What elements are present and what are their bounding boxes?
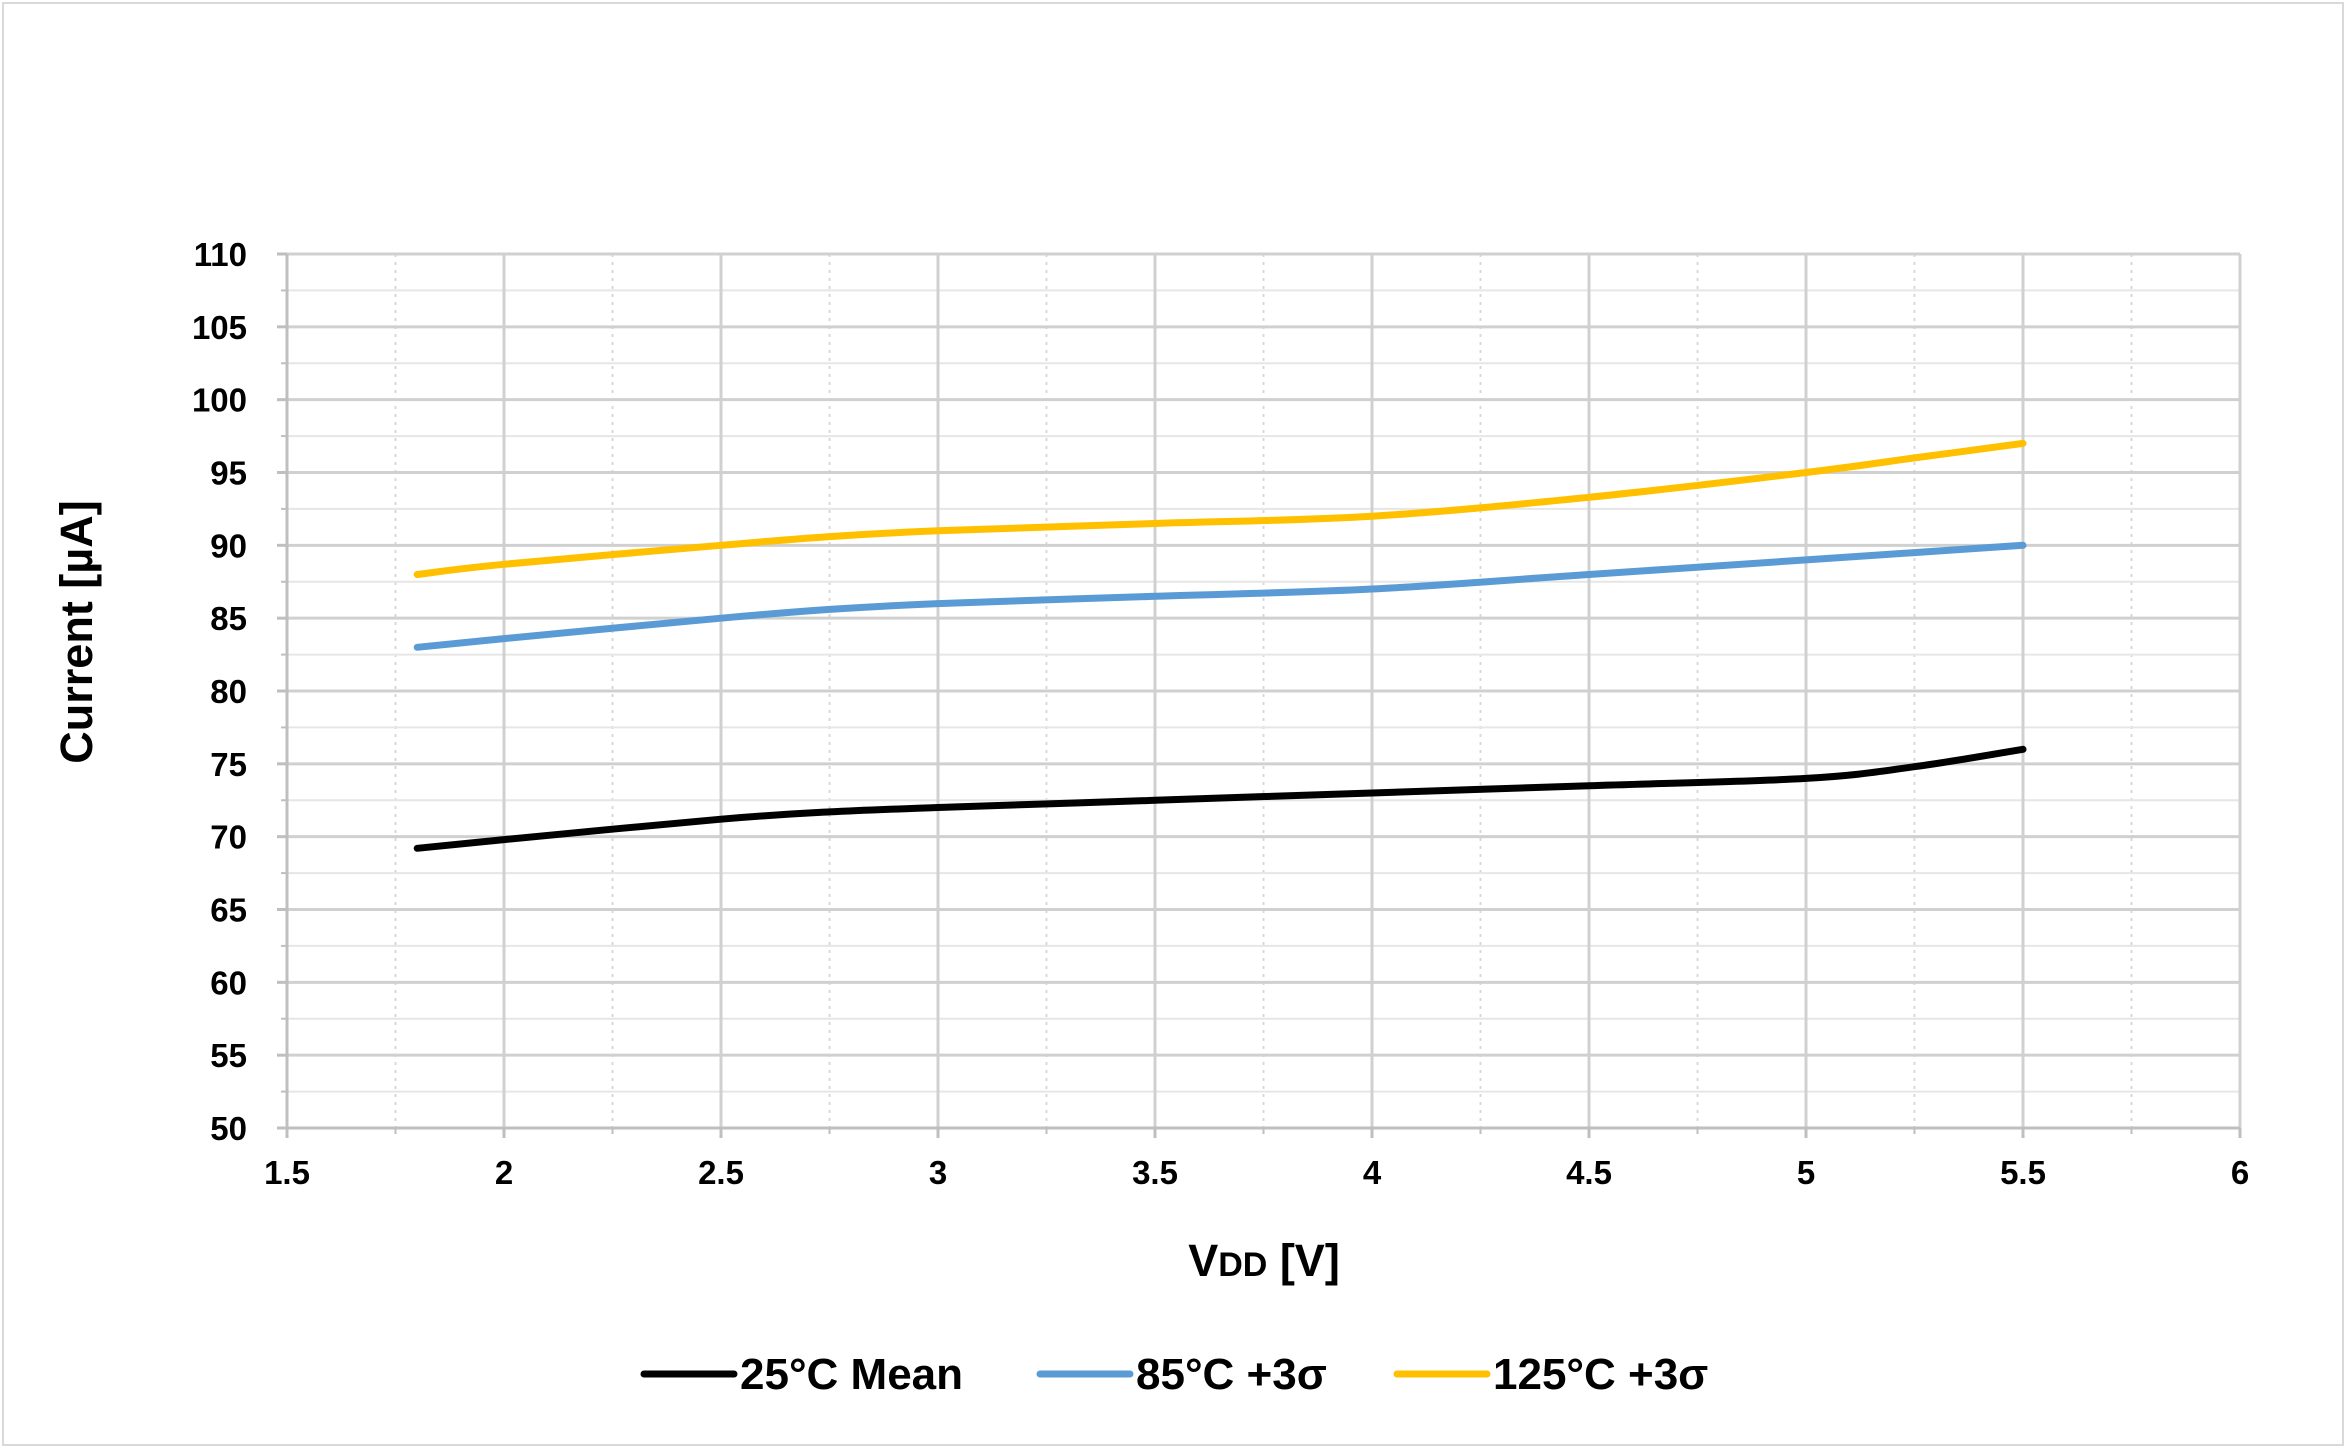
legend: 25°C Mean 85°C +3σ 125°C +3σ [640, 1350, 1708, 1399]
y-tick-label: 75 [210, 746, 247, 783]
y-axis-title: Current [µA] [51, 500, 102, 763]
x-tick-labels: 1.5 2 2.5 3 3.5 4 4.5 5 5.5 6 [264, 1154, 2249, 1191]
series-line-3 [413, 439, 2027, 578]
legend-label-1: 25°C Mean [740, 1350, 963, 1399]
series-lines [413, 439, 2027, 852]
y-tick-label: 70 [210, 819, 247, 856]
x-tick-label: 5 [1797, 1154, 1815, 1191]
y-tick-label: 85 [210, 600, 247, 637]
x-tick-label: 5.5 [2000, 1154, 2046, 1191]
x-tick-label: 6 [2231, 1154, 2249, 1191]
y-tick-label: 65 [210, 892, 247, 929]
x-axis-title-main: V [1188, 1235, 1218, 1286]
legend-label-2: 85°C +3σ [1136, 1350, 1327, 1399]
x-axis-title-sub: DD [1218, 1246, 1267, 1284]
y-tick-label: 60 [210, 964, 247, 1001]
x-tick-label: 3 [929, 1154, 947, 1191]
y-tick-label: 55 [210, 1037, 247, 1074]
x-axis-title-rest: [V] [1267, 1235, 1340, 1286]
y-tick-label: 95 [210, 455, 247, 492]
series-line-2 [413, 541, 2027, 651]
x-tick-label: 3.5 [1132, 1154, 1178, 1191]
y-tick-label: 90 [210, 527, 247, 564]
x-tick-label: 4.5 [1566, 1154, 1612, 1191]
x-tick-label: 4 [1363, 1154, 1382, 1191]
x-tick-label: 1.5 [264, 1154, 310, 1191]
y-tick-label: 100 [192, 382, 247, 419]
series-line-1 [413, 745, 2027, 852]
y-tick-labels: 50 55 60 65 70 75 80 85 90 95 100 105 110 [192, 236, 247, 1147]
legend-label-3: 125°C +3σ [1493, 1350, 1708, 1399]
x-tick-label: 2 [495, 1154, 513, 1191]
axes [277, 252, 2242, 1138]
y-tick-label: 80 [210, 673, 247, 710]
y-tick-label: 110 [194, 236, 247, 273]
y-tick-label: 50 [210, 1110, 247, 1147]
x-axis-title: VDD [V] [1188, 1235, 1340, 1286]
major-gridlines [287, 252, 2242, 1128]
x-tick-label: 2.5 [698, 1154, 744, 1191]
y-tick-label: 105 [192, 309, 247, 346]
